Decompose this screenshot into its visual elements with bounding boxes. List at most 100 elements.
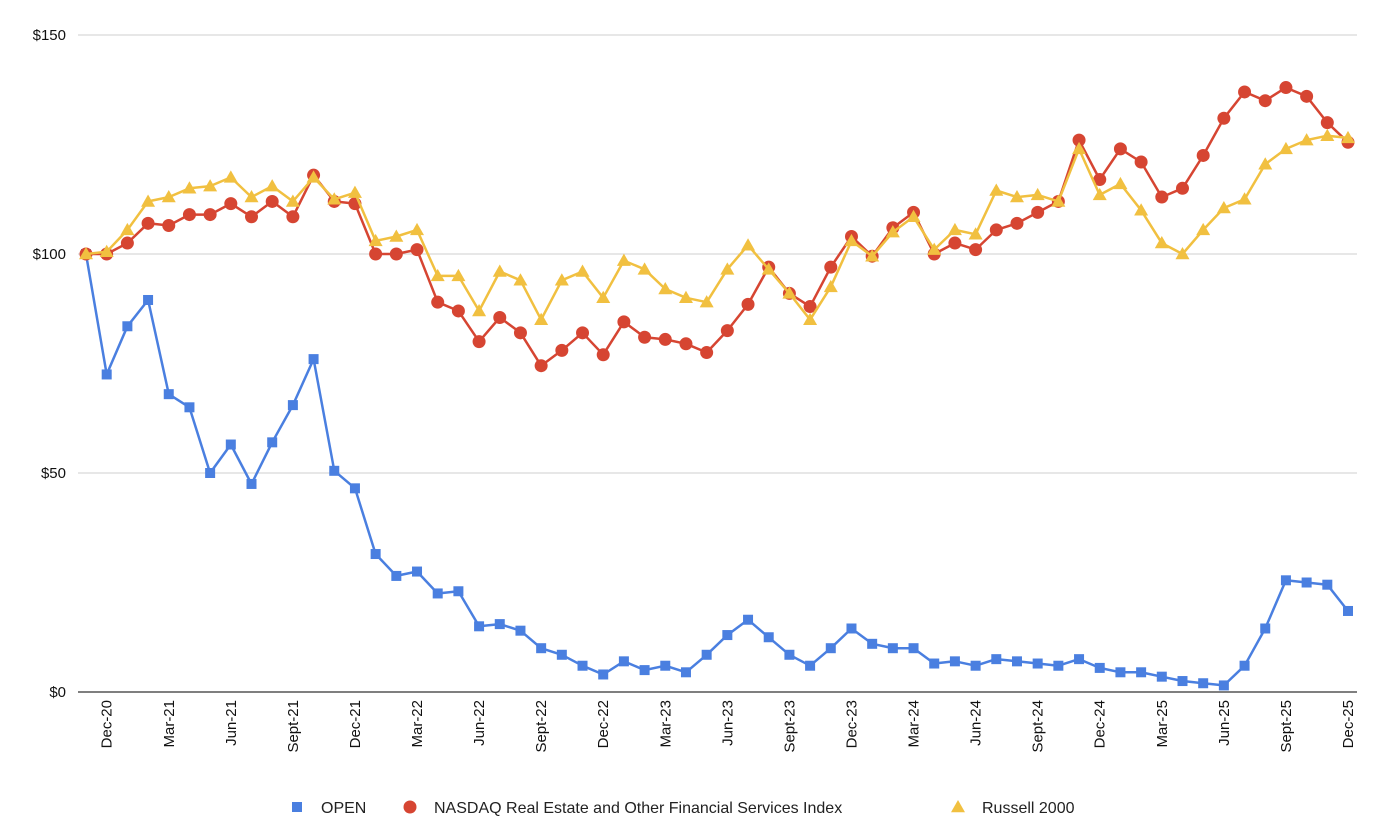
data-point-open: [1218, 680, 1229, 691]
data-point-nasdaq: [1010, 216, 1024, 230]
data-point-nasdaq: [1238, 85, 1252, 99]
series-line-open: [84, 253, 1349, 687]
data-point-open: [639, 665, 650, 676]
data-point-nasdaq: [700, 346, 714, 360]
data-point-nasdaq: [1300, 89, 1314, 103]
data-point-open: [1239, 660, 1250, 671]
x-tick-label: Jun-22: [471, 700, 488, 746]
data-point-russell: [1216, 201, 1231, 214]
x-tick-label: Dec-25: [1340, 700, 1357, 748]
data-point-russell: [1051, 194, 1066, 207]
data-point-open: [329, 465, 340, 476]
axes: $0 $50 $100 $150 Dec-20 Mar-21 Jun-21 Sept-21 De…: [33, 27, 1357, 753]
data-point-russell: [534, 312, 549, 325]
legend-marker-nasdaq: [403, 800, 417, 814]
data-point-open: [1053, 660, 1064, 671]
data-point-nasdaq: [969, 243, 983, 257]
legend-label-open: OPEN: [321, 800, 366, 817]
data-point-russell: [989, 183, 1004, 196]
data-point-open: [1074, 654, 1085, 665]
data-point-open: [1322, 579, 1333, 590]
data-point-nasdaq: [203, 208, 217, 222]
data-point-russell: [265, 179, 280, 192]
legend-item-open: OPEN: [292, 800, 366, 817]
data-point-russell: [410, 222, 425, 236]
y-tick-label: $100: [33, 246, 66, 263]
data-point-open: [494, 619, 505, 630]
x-tick-label: Sept-21: [285, 700, 302, 753]
x-tick-label: Jun-21: [223, 700, 240, 746]
data-point-open: [722, 630, 733, 641]
data-point-nasdaq: [1113, 142, 1127, 156]
data-point-nasdaq: [369, 247, 383, 261]
data-point-russell: [720, 262, 735, 275]
data-point-nasdaq: [720, 324, 734, 338]
data-point-open: [618, 656, 629, 667]
data-point-russell: [1299, 133, 1314, 146]
data-point-russell: [1134, 203, 1149, 216]
data-point-russell: [658, 282, 673, 295]
data-point-nasdaq: [555, 343, 569, 357]
data-point-open: [556, 649, 567, 660]
data-point-russell: [947, 222, 962, 236]
data-point-nasdaq: [1072, 133, 1086, 147]
data-point-open: [122, 321, 133, 332]
data-point-russell: [182, 181, 197, 194]
x-tick-label: Mar-23: [657, 700, 674, 748]
y-tick-label: $50: [41, 465, 66, 482]
data-point-russell: [906, 209, 921, 223]
data-point-russell: [161, 190, 176, 203]
data-point-russell: [803, 312, 818, 325]
data-point-russell: [1196, 222, 1211, 236]
data-point-russell: [782, 286, 797, 299]
data-point-russell: [430, 268, 445, 282]
data-point-russell: [575, 264, 590, 277]
data-point-open: [1136, 667, 1147, 678]
data-point-russell: [223, 170, 238, 183]
data-point-open: [184, 402, 195, 413]
data-point-open: [784, 649, 795, 660]
data-point-russell: [120, 222, 135, 236]
data-point-nasdaq: [596, 348, 610, 362]
data-point-open: [825, 643, 836, 654]
legend-label-russell: Russell 2000: [982, 800, 1075, 817]
x-tick-label: Dec-23: [843, 700, 860, 748]
data-point-nasdaq: [182, 208, 196, 222]
data-point-open: [225, 439, 236, 450]
data-point-russell: [637, 262, 652, 275]
data-point-open: [143, 294, 154, 305]
data-point-open: [577, 660, 588, 671]
data-point-open: [163, 389, 174, 400]
data-point-russell: [492, 264, 507, 277]
data-point-open: [1260, 623, 1271, 634]
y-tick-label: $0: [49, 684, 66, 701]
x-tick-label: Dec-20: [99, 700, 116, 748]
data-point-open: [205, 468, 216, 478]
data-point-russell: [389, 229, 404, 242]
data-point-open: [1301, 577, 1312, 588]
data-point-russell: [306, 170, 321, 183]
data-point-nasdaq: [679, 337, 693, 351]
data-point-nasdaq: [141, 216, 155, 230]
x-tick-label: Dec-24: [1092, 700, 1109, 748]
data-point-russell: [472, 303, 487, 317]
x-tick-label: Mar-22: [409, 700, 426, 748]
data-point-russell: [1320, 128, 1335, 141]
data-point-russell: [844, 233, 859, 247]
series-lines: [79, 81, 1355, 691]
series-line-nasdaq: [86, 86, 1349, 367]
data-point-open: [536, 643, 547, 654]
data-point-open: [1094, 662, 1105, 673]
data-point-nasdaq: [493, 311, 507, 325]
data-point-russell: [1113, 176, 1128, 190]
data-point-russell: [285, 194, 300, 207]
data-point-russell: [554, 273, 569, 286]
data-point-open: [267, 437, 278, 448]
series-nasdaq: [79, 81, 1355, 373]
data-point-nasdaq: [513, 326, 527, 340]
data-point-russell: [1030, 187, 1045, 201]
data-point-open: [991, 654, 1002, 665]
x-tick-label: Jun-24: [968, 700, 985, 746]
